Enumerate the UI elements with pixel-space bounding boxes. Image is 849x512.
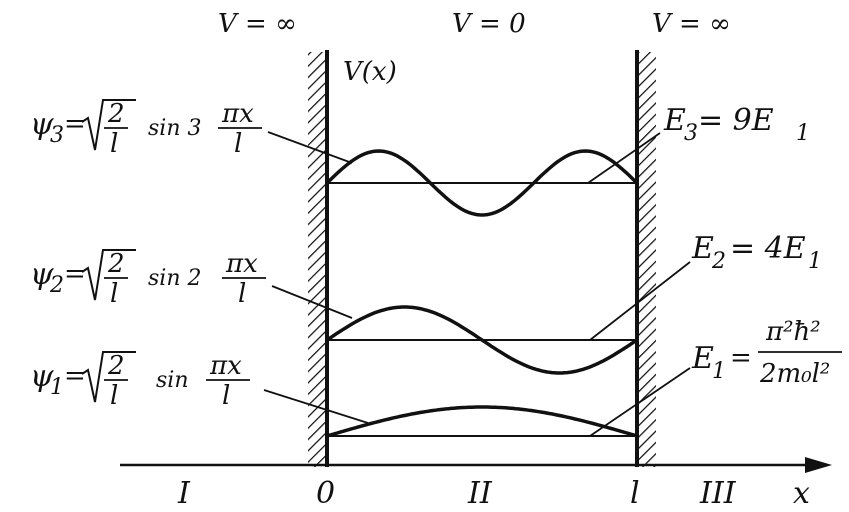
e1-numerator: π²ħ² [765, 317, 821, 347]
psi1-arg-num: πx [209, 351, 242, 381]
e1-equals: = [730, 343, 752, 373]
e3-symbol: E [663, 103, 686, 138]
wavefunction-1-curve [326, 405, 638, 438]
e3-label: E 3 = 9E 1 [663, 103, 810, 146]
psi2-equals: = [64, 259, 86, 289]
psi2-frac-den: l [110, 279, 118, 309]
x-axis-arrow-icon [805, 457, 832, 473]
leader-psi2 [271, 285, 353, 319]
e2-label: E 2 = 4E 1 [691, 231, 822, 274]
leader-psi1 [263, 389, 369, 424]
v-of-x-label: V(x) [343, 57, 397, 87]
well-width-label: l [630, 476, 640, 511]
region-iii-label: III [699, 476, 737, 511]
right-wall-hatching [638, 52, 656, 467]
psi3-sin: sin 3 [148, 116, 202, 141]
psi2-frac-num: 2 [107, 249, 125, 279]
psi1-sin: sin [156, 368, 189, 393]
psi2-subscript: 2 [49, 273, 64, 298]
e3-subscript: 3 [684, 121, 698, 146]
psi2-arg-num: πx [225, 249, 258, 279]
psi1-equals: = [64, 361, 86, 391]
region-i-label: I [177, 476, 191, 511]
e3-value-subscript: 1 [796, 121, 810, 146]
psi1-frac-den: l [110, 381, 118, 411]
psi1-arg-den: l [222, 381, 230, 411]
psi1-frac-num: 2 [107, 351, 125, 381]
e1-symbol: E [691, 341, 714, 376]
left-wall-hatching [308, 52, 326, 467]
psi2-sin: sin 2 [148, 266, 202, 291]
psi1-symbol: ψ [30, 359, 54, 394]
potential-middle-label: V = 0 [452, 9, 526, 39]
e1-subscript: 1 [712, 359, 726, 384]
leader-e3 [587, 132, 661, 184]
e1-denominator: 2m₀l² [759, 359, 830, 389]
psi3-equals: = [64, 109, 86, 139]
psi3-symbol: ψ [30, 107, 54, 142]
origin-label: 0 [316, 476, 335, 511]
psi1-formula: ψ 1 = 2 l sin πx l [30, 351, 250, 411]
wavefunction-3-curve [325, 149, 639, 217]
psi3-frac-num: 2 [107, 99, 125, 129]
leader-psi3 [267, 131, 353, 164]
psi3-formula: ψ 3 = 2 l sin 3 πx l [30, 99, 262, 159]
psi2-symbol: ψ [30, 257, 54, 292]
e2-subscript: 2 [711, 249, 726, 274]
psi3-subscript: 3 [50, 123, 64, 148]
psi2-formula: ψ 2 = 2 l sin 2 πx l [30, 249, 266, 309]
potential-left-label: V = ∞ [218, 9, 297, 39]
psi3-arg-num: πx [221, 99, 254, 129]
e2-value-subscript: 1 [808, 249, 822, 274]
e2-value: = 4E [730, 231, 806, 266]
psi1-sqrt-sign [81, 351, 136, 403]
e3-value: = 9E [698, 103, 774, 138]
wavefunction-2-curve [326, 305, 638, 375]
psi3-arg-den: l [234, 129, 242, 159]
leader-e2 [589, 261, 691, 341]
psi2-arg-den: l [238, 279, 246, 309]
potential-right-label: V = ∞ [652, 9, 731, 39]
leader-e1 [589, 367, 691, 437]
psi3-frac-den: l [110, 129, 118, 159]
psi2-sqrt-sign [81, 249, 136, 301]
x-axis-label: x [793, 476, 810, 511]
psi3-sqrt-sign [81, 99, 136, 151]
psi1-subscript: 1 [50, 375, 64, 400]
region-ii-label: II [467, 476, 493, 511]
e2-symbol: E [691, 231, 714, 266]
e1-label: E 1 = π²ħ² 2m₀l² [691, 317, 842, 389]
